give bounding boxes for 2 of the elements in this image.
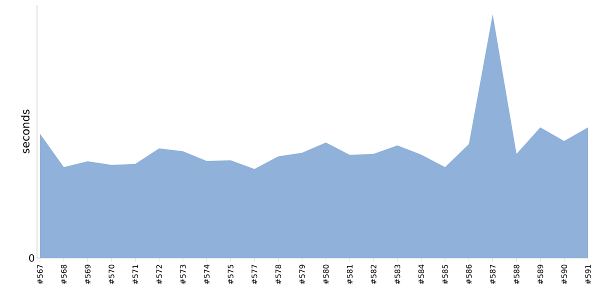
y-axis-title: seconds [20, 110, 30, 154]
text: 0 [29, 254, 34, 262]
